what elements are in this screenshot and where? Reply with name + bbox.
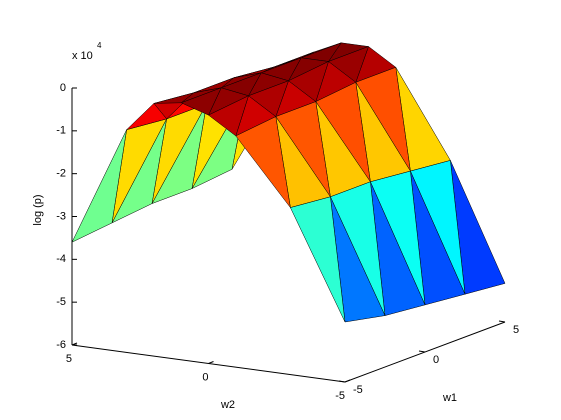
y-tick-label: 0 xyxy=(202,371,208,383)
surface-facet xyxy=(71,129,127,243)
surface-facet xyxy=(180,87,222,116)
multiplier-exponent: 4 xyxy=(97,41,102,50)
x-axis-label: w1 xyxy=(442,392,457,404)
z-tick-label: -3 xyxy=(56,210,66,222)
x-tick-label: -5 xyxy=(353,384,363,396)
y-tick-label: 5 xyxy=(66,353,72,365)
y-axis-label: w2 xyxy=(220,399,235,411)
surface-facet xyxy=(290,196,346,323)
y-tick-label: -5 xyxy=(335,390,345,402)
multiplier-base: x 10 xyxy=(72,50,93,62)
z-tick-label: -6 xyxy=(56,339,66,351)
y-tick xyxy=(344,379,351,383)
z-tick-label: -4 xyxy=(56,253,66,265)
x-tick-label: 0 xyxy=(433,354,439,366)
z-axis-label: log (p) xyxy=(32,194,44,225)
surface-facet xyxy=(126,103,167,130)
surface xyxy=(71,42,506,323)
surface-facet xyxy=(235,116,291,208)
z-tick-label: -1 xyxy=(56,125,66,137)
x-tick xyxy=(418,350,426,353)
z-tick-label: -5 xyxy=(56,296,66,308)
z-tick-label: 0 xyxy=(60,82,66,94)
x-tick-label: 5 xyxy=(513,324,519,336)
z-tick-label: -2 xyxy=(56,168,66,180)
x-tick xyxy=(338,380,346,383)
surface-facet xyxy=(153,92,195,104)
x-tick xyxy=(498,320,506,323)
y-tick xyxy=(208,361,214,364)
y-tick xyxy=(71,342,78,346)
surface-facet xyxy=(208,95,249,137)
